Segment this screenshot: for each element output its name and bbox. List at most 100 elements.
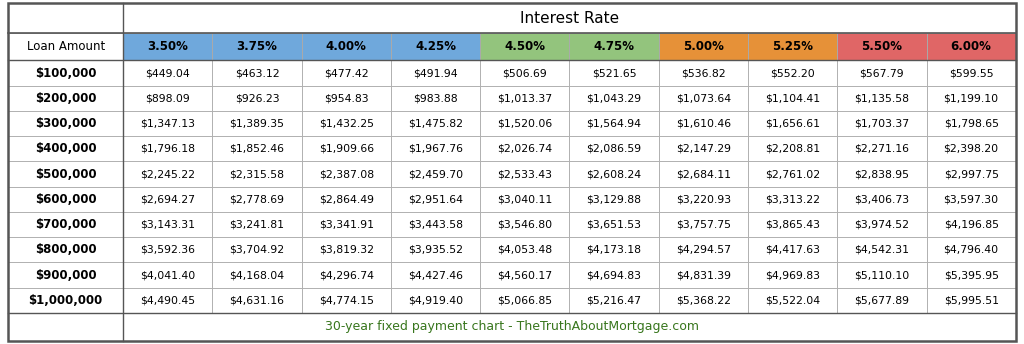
Bar: [212, 288, 302, 313]
Bar: [123, 187, 212, 212]
Bar: [658, 61, 748, 86]
Bar: [123, 61, 212, 86]
Bar: [569, 136, 658, 161]
Bar: [748, 161, 838, 187]
Text: $2,208.81: $2,208.81: [765, 144, 820, 154]
Bar: [8, 3, 123, 33]
Text: $3,651.53: $3,651.53: [587, 219, 642, 229]
Bar: [569, 237, 658, 262]
Text: $1,073.64: $1,073.64: [676, 93, 731, 103]
Bar: [658, 161, 748, 187]
Bar: [302, 161, 391, 187]
Text: $521.65: $521.65: [592, 68, 636, 78]
Text: $4,053.48: $4,053.48: [498, 245, 552, 255]
Text: $5,066.85: $5,066.85: [498, 295, 552, 305]
Text: $449.04: $449.04: [145, 68, 190, 78]
Text: $2,387.08: $2,387.08: [318, 169, 374, 179]
Bar: [569, 86, 658, 111]
Text: $200,000: $200,000: [35, 92, 96, 105]
Bar: [212, 237, 302, 262]
Bar: [8, 187, 123, 212]
Bar: [480, 136, 569, 161]
Text: $1,043.29: $1,043.29: [587, 93, 642, 103]
Text: $4,294.57: $4,294.57: [676, 245, 731, 255]
Bar: [391, 262, 480, 288]
Bar: [123, 136, 212, 161]
Bar: [123, 237, 212, 262]
Bar: [302, 212, 391, 237]
Bar: [8, 86, 123, 111]
Text: $3,974.52: $3,974.52: [854, 219, 909, 229]
Text: $4,694.83: $4,694.83: [587, 270, 642, 280]
Bar: [927, 33, 1016, 61]
Bar: [569, 262, 658, 288]
Bar: [838, 136, 927, 161]
Text: $3,341.91: $3,341.91: [318, 219, 374, 229]
Bar: [8, 33, 123, 61]
Text: 6.00%: 6.00%: [950, 40, 991, 53]
Text: $3,546.80: $3,546.80: [498, 219, 552, 229]
Text: $2,086.59: $2,086.59: [587, 144, 642, 154]
Text: $3,592.36: $3,592.36: [140, 245, 196, 255]
Text: $4,919.40: $4,919.40: [408, 295, 463, 305]
Text: $4,173.18: $4,173.18: [587, 245, 642, 255]
Text: $500,000: $500,000: [35, 168, 96, 181]
Bar: [212, 262, 302, 288]
Text: $4,796.40: $4,796.40: [943, 245, 998, 255]
Text: $3,704.92: $3,704.92: [229, 245, 285, 255]
Bar: [480, 86, 569, 111]
Bar: [391, 187, 480, 212]
Text: 4.75%: 4.75%: [594, 40, 635, 53]
Bar: [391, 111, 480, 136]
Text: $2,245.22: $2,245.22: [140, 169, 196, 179]
Text: $3,040.11: $3,040.11: [498, 194, 552, 204]
Text: $400,000: $400,000: [35, 142, 96, 155]
Bar: [838, 161, 927, 187]
Bar: [658, 212, 748, 237]
Text: $2,864.49: $2,864.49: [318, 194, 374, 204]
Bar: [391, 61, 480, 86]
Bar: [658, 187, 748, 212]
Text: $4,969.83: $4,969.83: [765, 270, 820, 280]
Bar: [123, 161, 212, 187]
Text: $1,013.37: $1,013.37: [498, 93, 552, 103]
Text: $926.23: $926.23: [234, 93, 280, 103]
Text: $3,935.52: $3,935.52: [408, 245, 463, 255]
Text: $1,520.06: $1,520.06: [498, 119, 552, 129]
Text: $700,000: $700,000: [35, 218, 96, 231]
Text: $2,459.70: $2,459.70: [408, 169, 463, 179]
Bar: [927, 111, 1016, 136]
Text: $3,865.43: $3,865.43: [765, 219, 820, 229]
Bar: [927, 136, 1016, 161]
Bar: [302, 136, 391, 161]
Bar: [927, 262, 1016, 288]
Bar: [569, 288, 658, 313]
Bar: [480, 111, 569, 136]
Bar: [838, 61, 927, 86]
Text: $599.55: $599.55: [949, 68, 993, 78]
Bar: [8, 288, 123, 313]
Bar: [748, 212, 838, 237]
Text: $2,838.95: $2,838.95: [854, 169, 909, 179]
Bar: [658, 33, 748, 61]
Text: $1,475.82: $1,475.82: [408, 119, 463, 129]
Text: 3.75%: 3.75%: [237, 40, 278, 53]
Text: $1,135.58: $1,135.58: [854, 93, 909, 103]
Text: $1,703.37: $1,703.37: [854, 119, 909, 129]
Bar: [123, 111, 212, 136]
Text: $5,110.10: $5,110.10: [854, 270, 909, 280]
Text: $1,967.76: $1,967.76: [408, 144, 463, 154]
Text: $2,271.16: $2,271.16: [854, 144, 909, 154]
Text: $1,432.25: $1,432.25: [318, 119, 374, 129]
Text: $1,656.61: $1,656.61: [765, 119, 820, 129]
Bar: [748, 86, 838, 111]
Bar: [748, 288, 838, 313]
Text: $100,000: $100,000: [35, 66, 96, 79]
Text: $3,819.32: $3,819.32: [318, 245, 374, 255]
Text: $1,610.46: $1,610.46: [676, 119, 731, 129]
Text: $3,443.58: $3,443.58: [408, 219, 463, 229]
Bar: [658, 86, 748, 111]
Text: $1,104.41: $1,104.41: [765, 93, 820, 103]
Bar: [212, 187, 302, 212]
Text: $3,143.31: $3,143.31: [140, 219, 196, 229]
